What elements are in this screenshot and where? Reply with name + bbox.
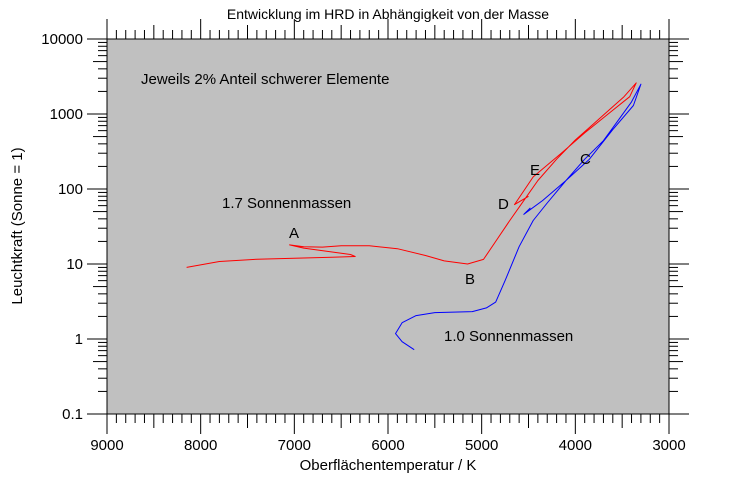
y-tick-label: 10 (66, 256, 83, 273)
y-tick-label: 0.1 (62, 406, 83, 423)
x-tick-label: 3000 (652, 437, 685, 454)
point-label-e: E (530, 162, 540, 179)
series-group (186, 82, 642, 351)
x-tick-label: 4000 (559, 437, 592, 454)
point-label-b: B (465, 271, 475, 288)
x-axis-label: Oberflächentemperatur / K (300, 457, 477, 474)
track-1-0-solar-masses (395, 83, 642, 351)
y-tick-label: 10000 (41, 31, 83, 48)
y-axis-label: Leuchtkraft (Sonne = 1) (9, 147, 26, 304)
composition-note: Jeweils 2% Anteil schwerer Elemente (141, 71, 389, 88)
y-tick-labels: 10000 1000 100 10 1 0.1 (41, 31, 83, 423)
y-tick-label: 100 (58, 181, 83, 198)
x-tick-label: 8000 (184, 437, 217, 454)
point-label-a: A (289, 225, 299, 242)
point-label-d: D (498, 196, 509, 213)
x-tick-label: 5000 (465, 437, 498, 454)
point-label-c: C (580, 151, 591, 168)
label-1-0-solar-masses: 1.0 Sonnenmassen (444, 328, 573, 345)
x-tick-labels: 9000 8000 7000 6000 5000 4000 3000 (90, 437, 685, 454)
plot-area (106, 38, 670, 415)
track-1-7-solar-masses (186, 82, 637, 268)
chart-title: Entwicklung im HRD in Abhängigkeit von d… (227, 6, 549, 22)
minor-ticks (93, 25, 683, 428)
x-tick-label: 9000 (90, 437, 123, 454)
y-tick-label: 1 (75, 331, 83, 348)
major-ticks (87, 19, 689, 434)
x-tick-label: 7000 (278, 437, 311, 454)
x-tick-label: 6000 (371, 437, 404, 454)
y-tick-label: 1000 (50, 106, 83, 123)
label-1-7-solar-masses: 1.7 Sonnenmassen (222, 195, 351, 212)
